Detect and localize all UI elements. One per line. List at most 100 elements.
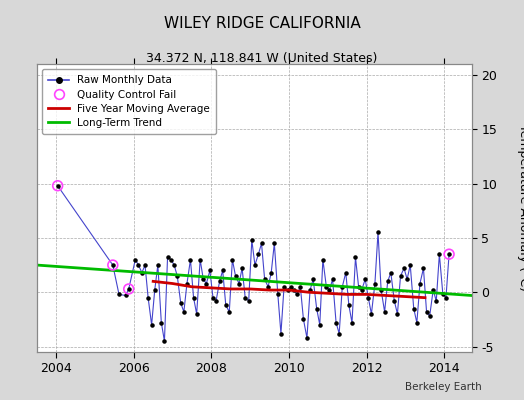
- Point: [364, 294, 373, 301]
- Point: [231, 273, 239, 279]
- Point: [445, 251, 453, 257]
- Point: [245, 298, 253, 304]
- Point: [138, 270, 146, 276]
- Point: [186, 256, 194, 263]
- Point: [134, 262, 143, 268]
- Point: [342, 270, 350, 276]
- Point: [250, 262, 259, 268]
- Text: Berkeley Earth: Berkeley Earth: [406, 382, 482, 392]
- Point: [157, 320, 166, 326]
- Point: [393, 311, 401, 317]
- Point: [154, 262, 162, 268]
- Point: [377, 287, 385, 293]
- Point: [280, 284, 288, 290]
- Point: [228, 256, 236, 263]
- Point: [180, 308, 188, 315]
- Y-axis label: Temperature Anomaly (°C): Temperature Anomaly (°C): [517, 124, 524, 292]
- Point: [319, 256, 327, 263]
- Point: [248, 237, 256, 243]
- Point: [150, 287, 159, 293]
- Point: [257, 240, 266, 246]
- Point: [177, 300, 185, 306]
- Point: [332, 320, 340, 326]
- Point: [199, 276, 208, 282]
- Point: [406, 262, 414, 268]
- Point: [374, 229, 382, 236]
- Point: [422, 308, 431, 315]
- Point: [335, 330, 343, 337]
- Point: [306, 287, 314, 293]
- Point: [357, 287, 366, 293]
- Point: [215, 278, 224, 284]
- Point: [396, 273, 405, 279]
- Text: 34.372 N, 118.841 W (United States): 34.372 N, 118.841 W (United States): [146, 52, 378, 65]
- Legend: Raw Monthly Data, Quality Control Fail, Five Year Moving Average, Long-Term Tren: Raw Monthly Data, Quality Control Fail, …: [42, 69, 216, 134]
- Point: [442, 294, 450, 301]
- Point: [348, 320, 356, 326]
- Point: [287, 284, 295, 290]
- Point: [312, 305, 321, 312]
- Point: [293, 291, 301, 298]
- Point: [270, 240, 279, 246]
- Point: [370, 280, 379, 287]
- Point: [202, 280, 211, 287]
- Point: [380, 308, 389, 315]
- Point: [315, 322, 324, 328]
- Point: [390, 298, 399, 304]
- Point: [267, 270, 276, 276]
- Point: [425, 313, 434, 319]
- Point: [260, 276, 269, 282]
- Point: [439, 291, 447, 298]
- Point: [345, 302, 353, 308]
- Point: [338, 284, 346, 290]
- Point: [400, 265, 408, 272]
- Point: [206, 267, 214, 274]
- Point: [329, 276, 337, 282]
- Point: [115, 291, 123, 298]
- Point: [219, 267, 227, 274]
- Point: [274, 291, 282, 298]
- Point: [429, 287, 438, 293]
- Point: [53, 182, 62, 189]
- Point: [322, 284, 331, 290]
- Point: [53, 182, 62, 189]
- Point: [222, 302, 230, 308]
- Point: [277, 330, 285, 337]
- Point: [296, 284, 304, 290]
- Point: [167, 256, 175, 263]
- Point: [325, 287, 334, 293]
- Point: [238, 265, 246, 272]
- Point: [170, 262, 178, 268]
- Point: [416, 280, 424, 287]
- Point: [131, 256, 139, 263]
- Point: [367, 311, 376, 317]
- Point: [196, 256, 204, 263]
- Point: [125, 286, 133, 292]
- Point: [192, 311, 201, 317]
- Point: [264, 284, 272, 290]
- Point: [254, 251, 263, 257]
- Point: [183, 280, 191, 287]
- Point: [283, 287, 292, 293]
- Point: [351, 254, 359, 261]
- Point: [212, 298, 220, 304]
- Point: [209, 294, 217, 301]
- Point: [299, 316, 308, 322]
- Point: [309, 276, 318, 282]
- Point: [241, 294, 249, 301]
- Point: [432, 298, 441, 304]
- Point: [235, 280, 243, 287]
- Point: [413, 320, 421, 326]
- Point: [108, 262, 117, 268]
- Point: [354, 284, 363, 290]
- Point: [445, 251, 453, 257]
- Point: [403, 276, 411, 282]
- Point: [290, 287, 298, 293]
- Point: [163, 254, 172, 261]
- Point: [173, 273, 181, 279]
- Point: [141, 262, 149, 268]
- Point: [122, 292, 130, 299]
- Point: [225, 308, 234, 315]
- Point: [419, 265, 428, 272]
- Point: [303, 335, 311, 341]
